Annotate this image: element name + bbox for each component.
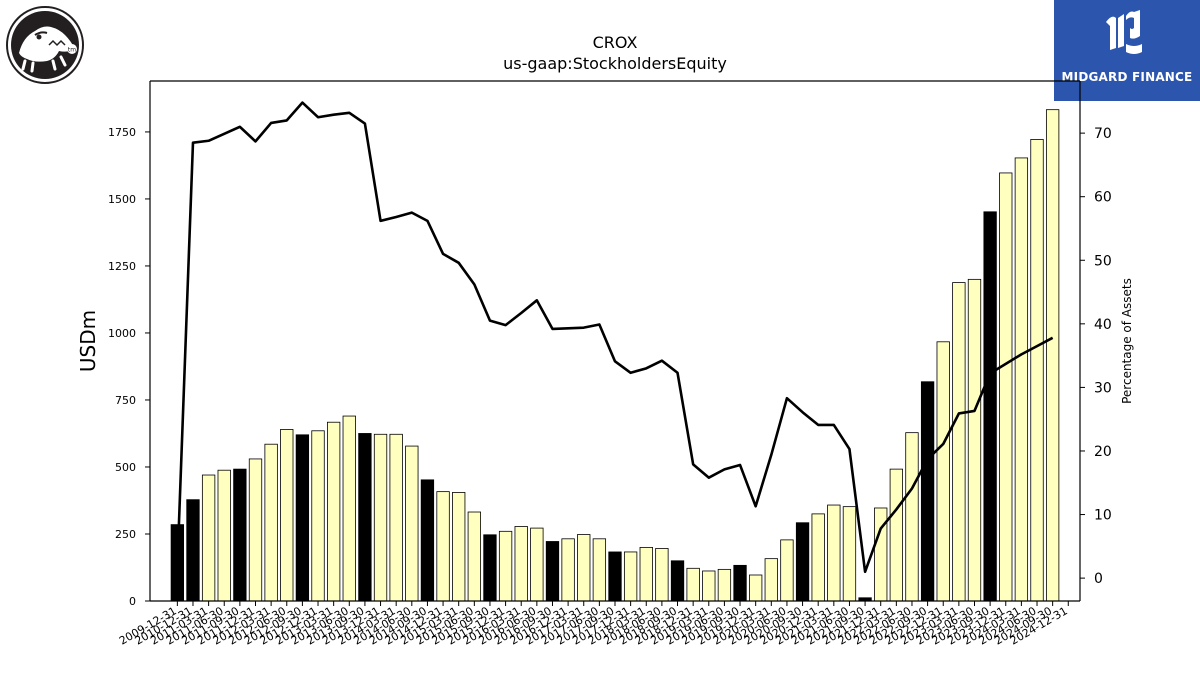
- bar: [717, 568, 732, 602]
- bar: [811, 513, 825, 602]
- y2-tick-label: 10: [1094, 508, 1112, 524]
- bar: [733, 564, 747, 602]
- bar: [983, 211, 997, 602]
- y2-tick-label: 60: [1094, 190, 1112, 206]
- y-tick-label: 1500: [108, 193, 136, 206]
- y-tick-label: 750: [115, 394, 136, 407]
- bar: [326, 421, 341, 602]
- y2-tick-label: 70: [1094, 126, 1112, 142]
- bar: [545, 541, 560, 602]
- bar: [905, 432, 919, 602]
- bar: [795, 522, 810, 602]
- bar: [920, 381, 935, 602]
- bar: [608, 551, 622, 602]
- bar: [264, 443, 278, 602]
- bar: [483, 534, 497, 602]
- bar: [358, 433, 372, 602]
- y-axis-label: USDm: [76, 310, 100, 372]
- bar: [248, 458, 263, 602]
- y2-tick-label: 0: [1094, 571, 1103, 587]
- bar: [1014, 157, 1029, 602]
- bar: [420, 479, 435, 602]
- chart-subtitle: us-gaap:StockholdersEquity: [503, 54, 727, 73]
- percentage-line: [176, 101, 1054, 574]
- bar: [827, 504, 841, 602]
- bar: [436, 491, 450, 602]
- bar: [702, 570, 716, 602]
- bar: [280, 429, 294, 602]
- bar: [1030, 139, 1044, 602]
- y-tick-label: 500: [115, 461, 136, 474]
- y2-tick-label: 40: [1094, 317, 1112, 333]
- bar: [342, 415, 356, 602]
- bar: [373, 433, 388, 602]
- y-tick-label: 1250: [108, 260, 136, 273]
- bar: [233, 468, 247, 602]
- bar: [311, 430, 325, 602]
- bar: [389, 433, 403, 602]
- bar: [639, 546, 653, 602]
- bar: [842, 506, 857, 602]
- bar: [186, 499, 200, 602]
- bar: [405, 445, 419, 602]
- bar: [623, 551, 638, 602]
- tm-mark: tm: [68, 47, 76, 54]
- bar: [217, 469, 231, 602]
- bar: [1045, 109, 1060, 602]
- y-tick-label: 0: [129, 595, 136, 608]
- chart-title-block: CROX us-gaap:StockholdersEquity: [150, 32, 1080, 74]
- bar: [936, 341, 950, 602]
- y2-tick-label: 50: [1094, 253, 1112, 269]
- y2-tick-label: 20: [1094, 444, 1112, 460]
- midgard-finance-logo: MIDGARD FINANCE: [1054, 0, 1200, 101]
- bar: [967, 278, 982, 602]
- brand-name: MIDGARD FINANCE: [1061, 70, 1193, 84]
- bar: [889, 468, 903, 602]
- bar: [577, 534, 591, 602]
- bar: [952, 282, 966, 602]
- midgard-mark-icon: [1106, 10, 1142, 54]
- bar: [670, 560, 685, 602]
- bar: [467, 511, 481, 602]
- bar: [452, 492, 466, 602]
- bar: [749, 574, 763, 602]
- y-tick-label: 1750: [108, 126, 136, 139]
- bar: [592, 538, 607, 602]
- chart-title: CROX: [592, 33, 638, 52]
- crocodile-logo-icon: tm: [5, 5, 85, 85]
- bar: [295, 434, 310, 602]
- y2-tick-label: 30: [1094, 380, 1112, 396]
- bar: [201, 474, 216, 602]
- bar: [780, 539, 794, 602]
- bar: [530, 527, 544, 602]
- bar: [498, 530, 513, 602]
- bar: [999, 172, 1013, 602]
- y-tick-label: 250: [115, 528, 136, 541]
- bar: [764, 558, 778, 602]
- bar: [514, 526, 528, 602]
- bar: [686, 567, 700, 602]
- y-tick-label: 1000: [108, 327, 136, 340]
- y2-axis-label: Percentage of Assets: [1120, 278, 1134, 404]
- bar: [655, 548, 669, 602]
- bar: [561, 538, 575, 602]
